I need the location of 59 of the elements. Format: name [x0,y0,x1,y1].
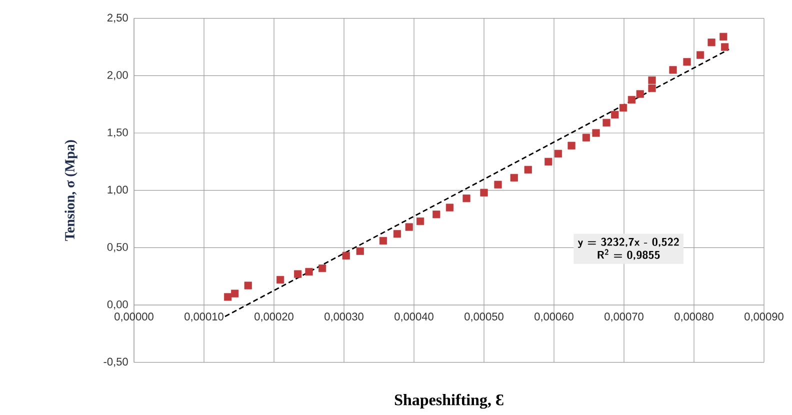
point [494,180,502,188]
annotation: R$^{2}$ = 0,9855 [598,249,660,260]
point [636,90,644,98]
point [480,188,488,196]
point [294,270,302,278]
point [628,96,636,104]
point [462,194,470,202]
x-tick-label: 0,00090 [744,312,784,322]
point [648,84,656,92]
x-tick-label: 0,00030 [324,312,364,322]
x-tick-label: 0,00060 [534,312,574,322]
y-axis-title: Tension, σ (Mpa) [64,140,78,241]
point [405,223,413,231]
point [554,150,562,158]
x-tick-label: 0,00010 [184,312,224,322]
point [720,32,728,40]
point [708,38,716,46]
point [276,276,284,284]
x-tick-label: 0,00080 [674,312,714,322]
point [432,210,440,218]
point [683,58,691,66]
point [669,66,677,74]
point [393,230,402,238]
point [510,174,518,182]
point [544,158,552,166]
point [620,104,628,112]
point [592,129,600,137]
y-tick-label: 1,00 [108,186,128,195]
point [611,110,619,118]
point [721,43,729,51]
x-tick-label: 0,00050 [464,312,504,322]
point [244,282,252,290]
y-tick-label: 1,50 [108,128,128,138]
x-tick-label: 0,00040 [394,312,434,322]
point [602,118,610,126]
point [446,204,454,212]
y-tick-label: 2,50 [107,14,128,23]
point [342,252,350,260]
point [416,217,424,226]
point [582,134,590,142]
y-tick-label: 0,50 [107,243,128,252]
point [305,268,313,276]
y-tick-label: 0,00 [107,300,128,310]
x-axis-title: Shapeshifting, Ɛ [394,394,504,409]
y-tick-label: -0,50 [104,358,128,367]
point [231,290,239,298]
annotation: y = 3232,7x - 0,522 [578,238,679,248]
x-tick-label: 0,00070 [604,312,644,322]
point [568,142,576,150]
x-tick-label: 0,00000 [114,312,154,322]
point [524,166,532,174]
point [224,293,232,301]
point [318,264,326,272]
x-tick-label: 0,00020 [254,312,294,322]
point [648,76,656,84]
y-tick-label: 2,00 [107,71,128,80]
point [379,236,388,245]
point [696,51,704,59]
point [356,247,364,255]
